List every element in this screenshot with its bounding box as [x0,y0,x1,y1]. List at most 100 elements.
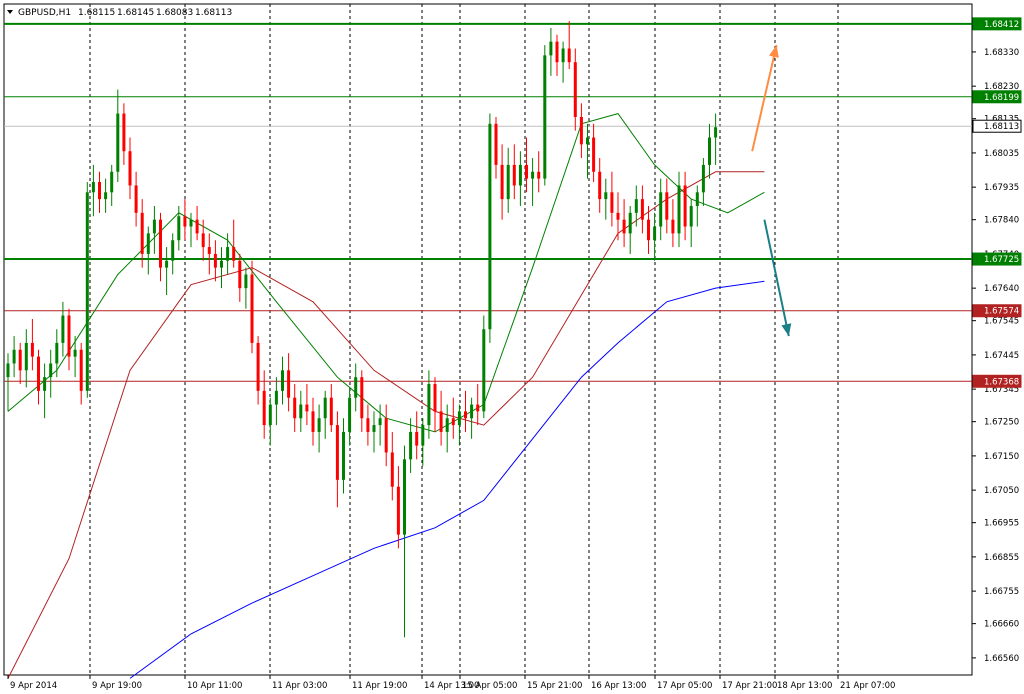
candle-body [378,418,382,426]
candle-body [79,349,83,391]
candle [79,342,83,405]
candle [177,205,181,251]
candle-body [683,185,687,227]
candle [464,390,467,432]
y-tick-label: 1.67150 [984,452,1019,462]
candle [592,123,596,183]
candle-body [500,164,504,200]
level-price-tag: 1.68199 [972,90,1022,104]
candle [274,377,278,426]
up-arrow [751,44,779,152]
chart-header: GBPUSD,H1 1.68115 1.68145 1.68083 1.6811… [7,8,232,18]
level-price-tag: 1.67368 [972,374,1022,388]
level-tag-text: 1.67368 [984,377,1019,387]
arrow-head [781,323,792,337]
candle [653,212,657,261]
candle [61,301,65,357]
candle [140,199,144,268]
candle [18,342,22,385]
candle-body [573,62,577,117]
candle-body [262,390,266,426]
candle [220,247,223,289]
candle-body [598,171,602,200]
candle [427,370,431,439]
candle-body [195,219,199,234]
candle [451,397,455,439]
candle [146,226,150,275]
candle-body [220,260,223,268]
level-tag-box [972,17,1022,31]
arrow-shaft [763,219,790,337]
candle-body [104,192,108,200]
candle-body [213,253,217,268]
candle-body [409,431,413,460]
candle-body [445,418,449,432]
x-tick-label: 16 Apr 13:00 [591,681,646,691]
candle [701,158,705,206]
candle-body [366,418,370,432]
y-tick-label: 1.66755 [984,587,1019,597]
candle-body [512,164,516,186]
vertical-grid [89,4,839,675]
candle [622,199,626,248]
y-tick-label: 1.66855 [984,553,1019,563]
candle [500,144,504,220]
candle-body [55,342,59,364]
candle [586,123,589,179]
candle-body [305,404,309,412]
candle [445,404,449,453]
candle [671,199,675,248]
arrow-shaft [751,44,778,152]
candle-body [634,199,638,213]
candle [714,113,718,165]
candle [665,178,669,234]
level-price-tag: 1.68412 [972,17,1022,31]
candle [403,445,406,638]
dropdown-triangle-icon[interactable] [7,10,13,14]
candle-body [695,192,699,206]
x-tick-label: 17 Apr 21:00 [722,681,777,691]
y-tick-label: 1.67250 [984,418,1019,428]
ohlc-open: 1.68115 [78,8,115,18]
candle [189,212,193,248]
candle [506,147,510,213]
level-tag-text: 1.67725 [984,255,1019,265]
candle-body [579,116,583,145]
candle-body [128,151,132,186]
candle-body [525,164,528,179]
candle-body [372,425,376,432]
horizontal-levels [4,22,972,382]
candle [598,158,602,213]
candle-body [708,137,711,165]
candle-body [561,48,565,63]
price-axis: 1.684201.683301.682301.681351.680351.679… [972,17,1019,664]
y-tick-label: 1.67445 [984,351,1019,361]
candle [543,45,547,186]
candle [525,137,528,193]
candle [110,164,114,206]
candle [171,233,175,275]
candle-body [714,127,718,138]
candle-body [18,349,22,371]
y-tick-label: 1.68035 [984,149,1019,159]
candle-body [43,377,47,391]
candle-body [640,199,644,220]
candle-body [342,431,345,480]
candle-body [488,123,492,330]
candle [409,418,413,474]
candle-body [73,349,77,357]
candle-body [24,342,28,371]
y-tick-label: 1.66560 [984,654,1019,664]
candle [311,397,315,446]
x-tick-label: 14 Apr 13:00 [424,681,479,691]
candle-body [152,219,156,234]
ohlc-low: 1.68083 [156,8,193,18]
candle [677,171,681,248]
candle-body [207,247,211,254]
candle [360,370,364,432]
candle-body [390,452,394,487]
candle [683,171,687,241]
candle [262,370,266,439]
candle-body [494,123,498,165]
level-tag-text: 1.67574 [984,307,1019,317]
